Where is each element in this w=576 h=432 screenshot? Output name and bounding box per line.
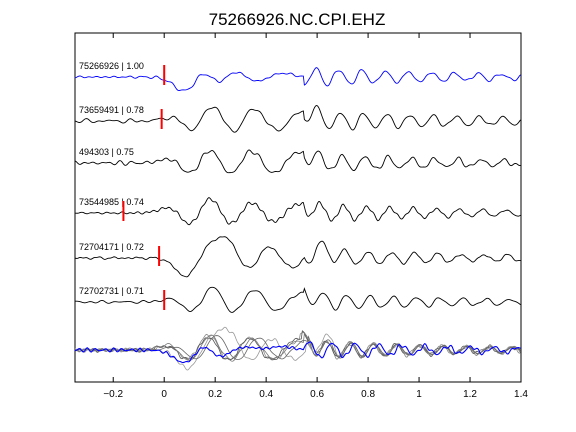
stack-trace bbox=[74, 341, 521, 364]
traces-layer: 75266926 | 1.00 73659491 | 0.78 494303 | 0… bbox=[74, 61, 521, 371]
trace-label: 73544985 | 0.74 bbox=[79, 197, 144, 207]
x-tick-label: 0.2 bbox=[208, 389, 222, 400]
trace-line bbox=[74, 149, 521, 174]
trace-line bbox=[74, 286, 521, 313]
x-tick-label: 1 bbox=[416, 389, 422, 400]
trace-label: 72704171 | 0.72 bbox=[79, 242, 144, 252]
x-tick-label: 0.6 bbox=[310, 389, 324, 400]
trace-line bbox=[74, 197, 521, 226]
axes-box bbox=[74, 32, 522, 383]
x-tick-label: 0.4 bbox=[259, 389, 273, 400]
x-tick-label: 0 bbox=[161, 389, 167, 400]
trace-75266926: 75266926 | 1.00 bbox=[74, 61, 521, 91]
chart-title: 75266926.NC.CPI.EHZ bbox=[209, 10, 386, 29]
x-tick-label: 1.2 bbox=[463, 389, 477, 400]
x-tick-label: −0.2 bbox=[103, 389, 123, 400]
x-tick-label: 0.8 bbox=[361, 389, 375, 400]
trace-label: 494303 | 0.75 bbox=[79, 147, 134, 157]
trace-73544985: 73544985 | 0.74 bbox=[74, 197, 521, 226]
trace-494303: 494303 | 0.75 bbox=[74, 147, 521, 174]
trace-stack-overlay bbox=[74, 326, 521, 371]
trace-72702731: 72702731 | 0.71 bbox=[74, 286, 521, 313]
trace-line bbox=[74, 67, 521, 91]
trace-label: 75266926 | 1.00 bbox=[79, 61, 144, 71]
trace-line bbox=[74, 104, 521, 133]
x-axis-ticks: −0.2 0 0.2 0.4 0.6 0.8 1 1.2 1.4 bbox=[103, 33, 528, 400]
x-tick-label: 1.4 bbox=[514, 389, 528, 400]
trace-73659491: 73659491 | 0.78 bbox=[74, 104, 521, 133]
trace-label: 72702731 | 0.71 bbox=[79, 286, 144, 296]
trace-line bbox=[74, 236, 521, 278]
trace-72704171: 72704171 | 0.72 bbox=[74, 236, 521, 278]
trace-label: 73659491 | 0.78 bbox=[79, 105, 144, 115]
